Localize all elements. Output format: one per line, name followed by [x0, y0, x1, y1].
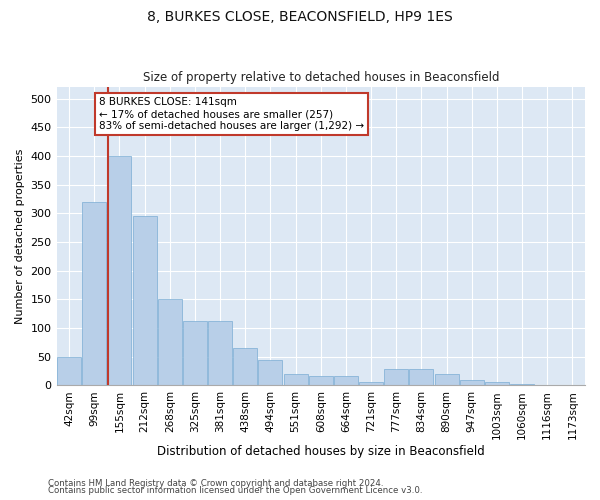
Bar	[409, 370, 433, 386]
Bar	[485, 382, 509, 386]
Bar	[460, 380, 484, 386]
Bar	[158, 300, 182, 386]
Bar	[233, 348, 257, 386]
Bar	[259, 360, 283, 386]
Y-axis label: Number of detached properties: Number of detached properties	[15, 148, 25, 324]
Bar	[82, 202, 106, 386]
X-axis label: Distribution of detached houses by size in Beaconsfield: Distribution of detached houses by size …	[157, 444, 485, 458]
Bar	[359, 382, 383, 386]
Bar	[309, 376, 333, 386]
Title: Size of property relative to detached houses in Beaconsfield: Size of property relative to detached ho…	[143, 72, 499, 85]
Bar	[57, 356, 81, 386]
Bar	[183, 320, 207, 386]
Bar	[107, 156, 131, 386]
Text: 8 BURKES CLOSE: 141sqm
← 17% of detached houses are smaller (257)
83% of semi-de: 8 BURKES CLOSE: 141sqm ← 17% of detached…	[99, 98, 364, 130]
Bar	[133, 216, 157, 386]
Bar	[208, 320, 232, 386]
Text: 8, BURKES CLOSE, BEACONSFIELD, HP9 1ES: 8, BURKES CLOSE, BEACONSFIELD, HP9 1ES	[147, 10, 453, 24]
Bar	[535, 385, 559, 386]
Text: Contains HM Land Registry data © Crown copyright and database right 2024.: Contains HM Land Registry data © Crown c…	[48, 478, 383, 488]
Text: Contains public sector information licensed under the Open Government Licence v3: Contains public sector information licen…	[48, 486, 422, 495]
Bar	[434, 374, 458, 386]
Bar	[510, 384, 534, 386]
Bar	[385, 370, 408, 386]
Bar	[560, 385, 584, 386]
Bar	[284, 374, 308, 386]
Bar	[334, 376, 358, 386]
